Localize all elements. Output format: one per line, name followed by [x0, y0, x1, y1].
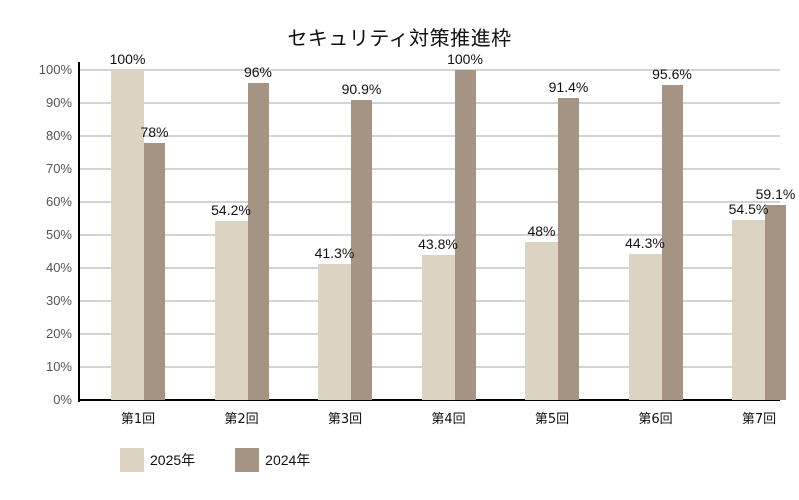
bar-2025年-第7回	[732, 220, 765, 400]
bar-2025年-第2回	[214, 221, 248, 400]
x-tick-label: 第6回	[638, 412, 673, 427]
y-tick-label: 70%	[45, 161, 72, 176]
y-tick-label: 20%	[45, 326, 72, 341]
gridline	[78, 102, 780, 104]
x-tick-label: 第2回	[224, 412, 259, 427]
chart-title: セキュリティ対策推進枠	[287, 26, 512, 50]
y-tick-label: 0%	[53, 392, 72, 407]
y-tick-label: 10%	[45, 359, 72, 374]
y-tick-label: 50%	[45, 227, 72, 242]
y-tick-label: 80%	[45, 128, 72, 143]
bar-2024年-第5回	[558, 98, 579, 400]
legend-swatch	[235, 448, 260, 472]
data-label: 96%	[243, 64, 273, 81]
bar-2025年-第5回	[525, 241, 558, 400]
bar-2025年-第6回	[628, 253, 662, 400]
legend-item: 2024年	[235, 448, 310, 472]
y-tick-label: 40%	[45, 260, 72, 275]
bar-2025年-第3回	[318, 263, 351, 400]
bar-2024年-第6回	[661, 84, 683, 400]
data-label: 100%	[447, 51, 483, 67]
data-label: 95.6%	[652, 65, 692, 82]
legend-label: 2024年	[265, 452, 311, 468]
gridline	[78, 234, 780, 236]
x-tick-label: 第7回	[741, 412, 777, 427]
y-axis	[78, 62, 80, 402]
gridline	[78, 135, 780, 137]
gridline	[78, 201, 780, 203]
data-label: 78%	[140, 123, 169, 140]
data-label: 43.8%	[418, 236, 458, 253]
bar-2025年-第1回	[111, 70, 144, 400]
bar-2024年-第3回	[351, 100, 372, 400]
x-tick-label: 第4回	[431, 412, 466, 427]
x-tick-label: 第3回	[327, 412, 363, 427]
gridline	[78, 168, 780, 170]
y-tick-label: 100%	[38, 62, 72, 77]
bar-2024年-第2回	[247, 83, 269, 400]
data-label: 41.3%	[314, 244, 355, 261]
legend: 2025年 2024年	[120, 448, 350, 472]
legend-item: 2025年	[120, 448, 195, 472]
bar-2025年-第4回	[421, 255, 455, 400]
legend-label: 2025年	[150, 452, 196, 468]
legend-swatch	[120, 448, 144, 472]
data-label: 59.1%	[755, 185, 796, 202]
y-tick-label: 30%	[45, 293, 72, 308]
data-label: 48%	[527, 222, 556, 239]
y-tick-label: 90%	[45, 95, 72, 110]
y-tick-label: 60%	[45, 194, 72, 209]
bar-2024年-第7回	[765, 204, 786, 400]
plot-area	[78, 62, 786, 402]
x-axis	[78, 399, 780, 401]
data-label: 100%	[109, 51, 146, 67]
data-label: 44.3%	[625, 234, 665, 251]
bar-2024年-第1回	[144, 142, 165, 400]
bar-2024年-第4回	[454, 70, 476, 400]
x-tick-label: 第1回	[120, 412, 156, 427]
data-label: 54.2%	[211, 202, 251, 219]
x-tick-label: 第5回	[534, 412, 570, 427]
data-label: 54.5%	[728, 201, 769, 218]
gridline	[78, 69, 780, 71]
data-label: 90.9%	[341, 81, 382, 98]
data-label: 91.4%	[548, 79, 589, 96]
